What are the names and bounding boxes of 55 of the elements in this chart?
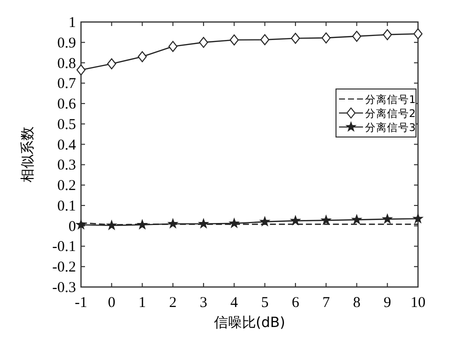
point <box>382 214 392 224</box>
y-tick-label: 0.7 <box>57 76 76 92</box>
point <box>412 213 424 224</box>
y-tick-label: 1 <box>68 15 76 31</box>
x-tick-label: 6 <box>292 295 300 311</box>
point <box>138 51 147 62</box>
x-tick-label: 4 <box>230 295 238 311</box>
point <box>168 218 178 228</box>
point <box>260 216 270 226</box>
y-tick-label: 0.2 <box>57 178 76 194</box>
point <box>107 58 116 70</box>
x-axis-title: 信噪比(dB) <box>214 315 286 331</box>
x-tick-label: 5 <box>261 295 269 311</box>
point <box>321 215 332 225</box>
point <box>76 64 86 76</box>
point <box>76 220 86 230</box>
x-tick-label: -1 <box>74 295 88 311</box>
point <box>106 220 117 230</box>
y-axis-title: 相似系数 <box>20 126 36 182</box>
point <box>352 30 362 42</box>
point <box>260 34 270 46</box>
legend-label: 分离信号1 <box>365 93 416 106</box>
y-tick-label: -0.1 <box>52 239 76 256</box>
point <box>414 28 422 40</box>
y-tick-label: 0.9 <box>57 35 76 52</box>
point <box>290 32 300 44</box>
y-tick-label: 0.6 <box>57 96 76 113</box>
y-tick-label: 0.3 <box>57 158 76 174</box>
x-tick-label: 7 <box>322 295 330 311</box>
point <box>198 218 209 228</box>
legend-label: 分离信号2 <box>365 107 416 120</box>
x-tick-label: 10 <box>410 295 426 311</box>
x-tick-label: 0 <box>108 295 116 311</box>
point <box>229 218 240 228</box>
legend-label: 分离信号3 <box>365 121 416 134</box>
point <box>199 36 208 48</box>
point <box>322 32 331 44</box>
y-tick-label: 0.4 <box>57 137 76 154</box>
y-tick-label: -0.3 <box>52 280 76 296</box>
x-tick-label: 2 <box>169 295 177 311</box>
point <box>382 29 392 40</box>
y-tick-label: 0.8 <box>57 56 76 72</box>
x-tick-label: 8 <box>352 295 360 311</box>
point <box>137 220 148 230</box>
y-tick-label: 0.1 <box>57 198 76 214</box>
point <box>168 40 178 52</box>
x-tick-label: 9 <box>384 295 392 311</box>
point <box>352 214 362 224</box>
x-tick-label: 3 <box>200 295 208 311</box>
y-tick-label: 0 <box>68 218 76 235</box>
x-tick-label: 1 <box>138 295 146 311</box>
point <box>290 215 301 226</box>
y-tick-label: -0.2 <box>52 260 76 276</box>
y-tick-label: 0.5 <box>57 116 76 133</box>
point <box>230 34 239 46</box>
